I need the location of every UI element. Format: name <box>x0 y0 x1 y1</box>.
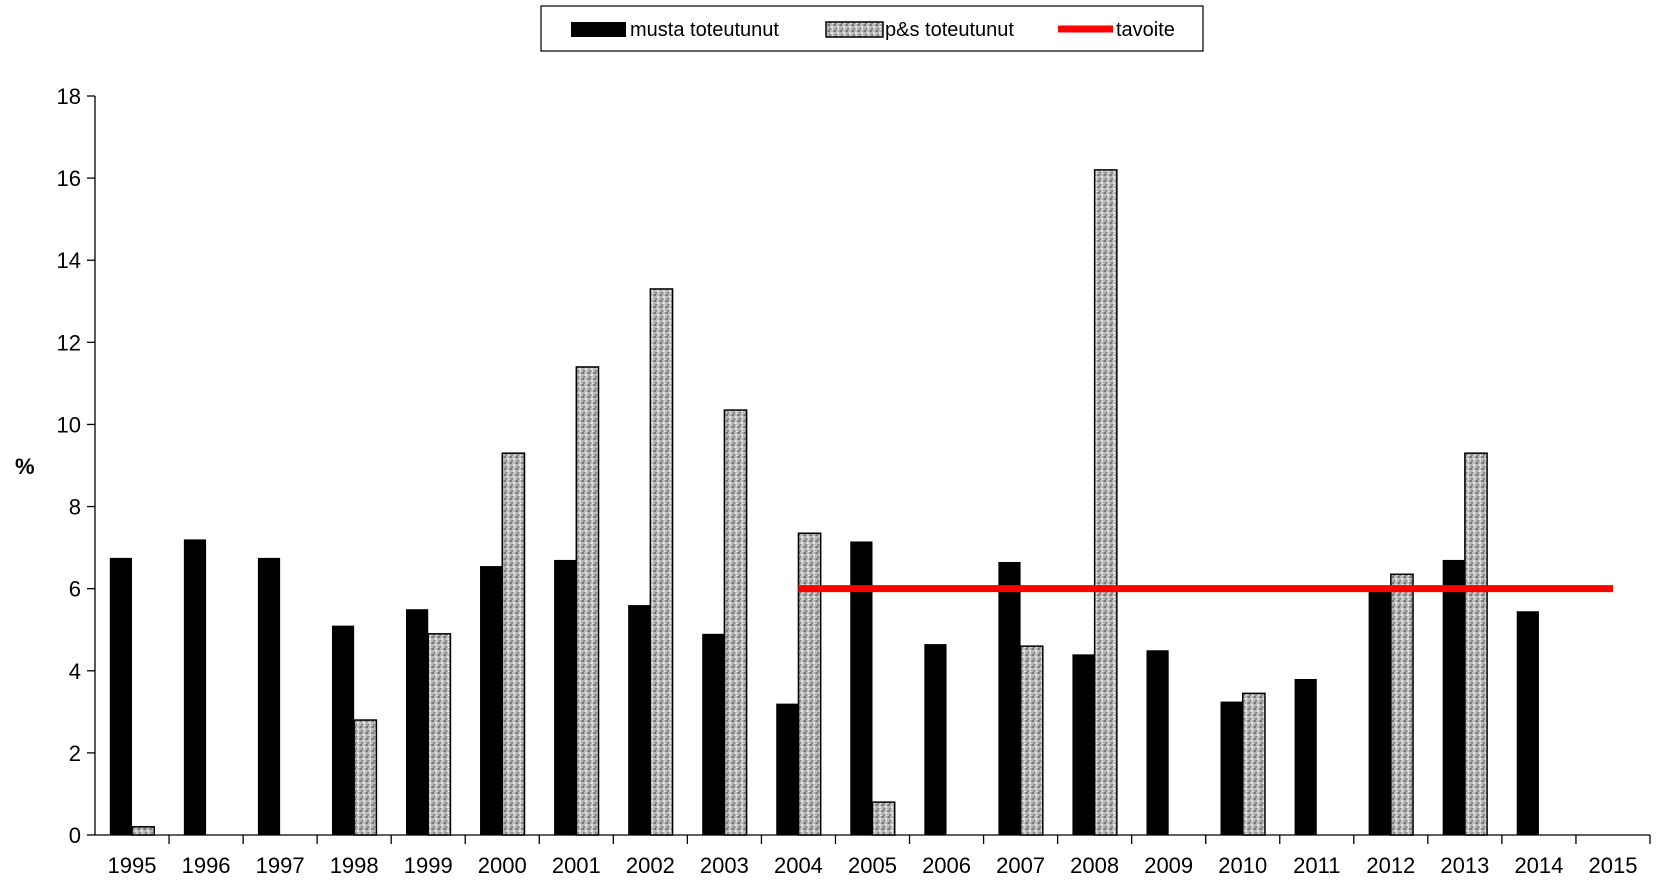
bar-musta <box>480 566 503 835</box>
x-tick-label: 1998 <box>330 853 379 878</box>
bar-ps <box>1019 645 1044 836</box>
bar-musta <box>776 703 799 835</box>
legend-swatch-musta <box>571 22 626 37</box>
bar-musta <box>1516 611 1539 835</box>
x-tick-label: 1999 <box>404 853 453 878</box>
bar-ps <box>1241 692 1266 836</box>
bar-musta <box>1146 650 1169 835</box>
bar-musta <box>1442 559 1465 835</box>
bar-ps <box>353 719 378 836</box>
y-tick-label: 2 <box>69 741 81 766</box>
bar-musta <box>1072 654 1095 835</box>
bar-ps <box>1093 169 1118 836</box>
bar-musta <box>1368 588 1391 835</box>
legend-label-ps: p&s toteutunut <box>885 19 1014 41</box>
x-tick-label: 1996 <box>182 853 231 878</box>
x-tick-label: 2007 <box>996 853 1045 878</box>
bar-musta <box>331 625 355 835</box>
bar-musta <box>702 633 725 835</box>
x-tick-label: 2001 <box>552 853 601 878</box>
bar-ps <box>723 409 748 836</box>
bar-ps <box>501 452 526 836</box>
y-tick-label: 8 <box>69 495 81 520</box>
bar-musta <box>554 559 577 835</box>
y-tick-label: 14 <box>57 248 81 273</box>
x-tick-label: 2000 <box>478 853 527 878</box>
y-tick-label: 16 <box>57 166 81 191</box>
x-tick-label: 2011 <box>1293 853 1340 878</box>
y-tick-label: 4 <box>69 659 81 684</box>
bar-musta <box>1294 678 1317 835</box>
bar-ps <box>575 366 600 836</box>
bar-ps <box>1464 452 1488 836</box>
x-tick-label: 2003 <box>700 853 749 878</box>
x-tick-label: 2009 <box>1144 853 1193 878</box>
bar-musta <box>257 557 281 835</box>
y-tick-label: 10 <box>57 412 81 437</box>
bar-musta <box>850 541 873 835</box>
bar-ps <box>649 288 674 836</box>
x-tick-label: 2010 <box>1218 853 1267 878</box>
bar-musta <box>406 609 429 835</box>
legend: musta toteutunut p&s toteutunut tavoite <box>540 5 1204 52</box>
bars <box>109 169 1539 836</box>
y-tick-label: 18 <box>57 84 81 109</box>
x-tick-label: 2015 <box>1588 853 1637 878</box>
y-ticks: 0 2 4 6 8 10 12 14 16 18 <box>57 84 95 848</box>
x-tick-label: 2014 <box>1514 853 1563 878</box>
y-tick-label: 0 <box>69 823 81 848</box>
bar-musta <box>109 557 133 835</box>
y-axis-title: % <box>15 454 35 479</box>
bar-ps <box>1390 573 1414 836</box>
x-tick-label: 2005 <box>848 853 897 878</box>
legend-label-tavoite: tavoite <box>1116 19 1175 41</box>
x-tick-label: 2012 <box>1366 853 1415 878</box>
y-tick-label: 12 <box>57 330 81 355</box>
x-tick-label: 1995 <box>108 853 157 878</box>
bar-musta <box>1220 701 1243 835</box>
bar-ps <box>871 801 896 836</box>
legend-swatch-ps <box>825 21 884 38</box>
bar-musta <box>628 605 651 835</box>
bar-ps <box>131 826 155 836</box>
bar-musta <box>924 644 947 835</box>
x-tick-label: 2013 <box>1440 853 1489 878</box>
legend-label-musta: musta toteutunut <box>630 19 779 41</box>
y-tick-label: 6 <box>69 577 81 602</box>
x-tick-label: 2006 <box>922 853 971 878</box>
x-tick-label: 2002 <box>626 853 675 878</box>
x-tick-label: 2008 <box>1070 853 1119 878</box>
x-tick-label: 2004 <box>774 853 823 878</box>
bar-ps <box>427 633 452 836</box>
x-tick-label: 1997 <box>256 853 305 878</box>
bar-musta <box>998 561 1021 835</box>
x-ticks: 1995 1996 1997 1998 1999 2000 2001 2002 2003 2004… <box>108 835 1651 878</box>
bar-musta <box>183 539 207 835</box>
bar-ps <box>797 532 822 836</box>
